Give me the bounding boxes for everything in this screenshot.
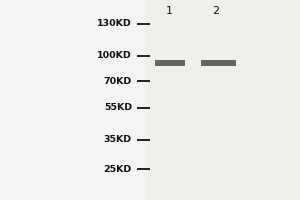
- Bar: [201, 60, 236, 66]
- Text: 25KD: 25KD: [104, 164, 132, 173]
- Text: 1: 1: [166, 6, 173, 16]
- Text: 55KD: 55KD: [104, 104, 132, 112]
- Text: 100KD: 100KD: [97, 51, 132, 60]
- Bar: [154, 60, 184, 66]
- Text: 35KD: 35KD: [104, 136, 132, 144]
- Text: 2: 2: [212, 6, 220, 16]
- Text: 70KD: 70KD: [104, 76, 132, 86]
- Text: 130KD: 130KD: [97, 20, 132, 28]
- Bar: [147, 0, 300, 200]
